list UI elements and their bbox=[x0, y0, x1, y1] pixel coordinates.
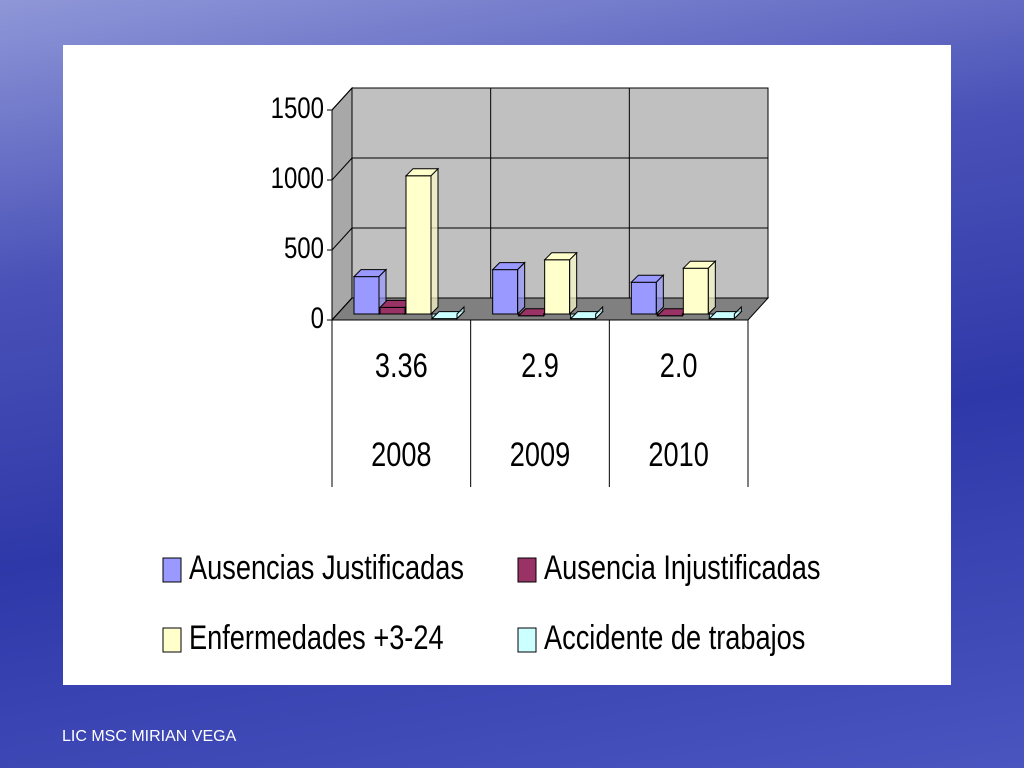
legend-swatch bbox=[517, 627, 537, 653]
legend-label: Ausencia Injustificadas bbox=[544, 548, 820, 587]
bar bbox=[682, 267, 709, 315]
bar-side bbox=[655, 273, 664, 316]
bar-side bbox=[733, 305, 742, 320]
x-value-label: 2.0 bbox=[660, 346, 698, 385]
bar-side bbox=[707, 259, 716, 316]
legend-label: Ausencias Justificadas bbox=[189, 548, 464, 587]
y-tick-label: 0 bbox=[311, 300, 324, 334]
side-grid-line bbox=[331, 157, 353, 181]
side-wall bbox=[331, 86, 353, 322]
y-tick-label: 500 bbox=[284, 230, 324, 264]
legend-swatch bbox=[517, 557, 537, 583]
bar bbox=[353, 276, 380, 315]
side-grid-line bbox=[331, 297, 353, 321]
side-grid-line bbox=[331, 227, 353, 251]
bar bbox=[379, 306, 406, 315]
x-value-label: 2.9 bbox=[521, 346, 559, 385]
x-tick-label: 2008 bbox=[371, 435, 431, 474]
footer: LIC MSC MIRIAN VEGA bbox=[62, 728, 237, 745]
bar-side bbox=[430, 167, 439, 316]
y-tick-label: 1500 bbox=[271, 90, 324, 124]
bar-side bbox=[456, 305, 465, 320]
legend-swatch bbox=[162, 557, 182, 583]
legend-label: Enfermedades +3-24 bbox=[189, 618, 444, 657]
bar-side bbox=[569, 251, 578, 316]
bar bbox=[630, 281, 657, 315]
bar-side bbox=[517, 261, 526, 316]
side-grid-line bbox=[331, 87, 353, 111]
legend-swatch bbox=[162, 627, 182, 653]
bar-side bbox=[595, 305, 604, 320]
bar bbox=[405, 175, 432, 315]
x-value-label: 3.36 bbox=[375, 346, 428, 385]
legend-label: Accidente de trabajos bbox=[544, 618, 805, 657]
x-tick-label: 2010 bbox=[648, 435, 708, 474]
bar bbox=[544, 259, 571, 315]
y-tick-label: 1000 bbox=[271, 160, 324, 194]
x-tick-label: 2009 bbox=[510, 435, 570, 474]
bar bbox=[492, 269, 519, 315]
